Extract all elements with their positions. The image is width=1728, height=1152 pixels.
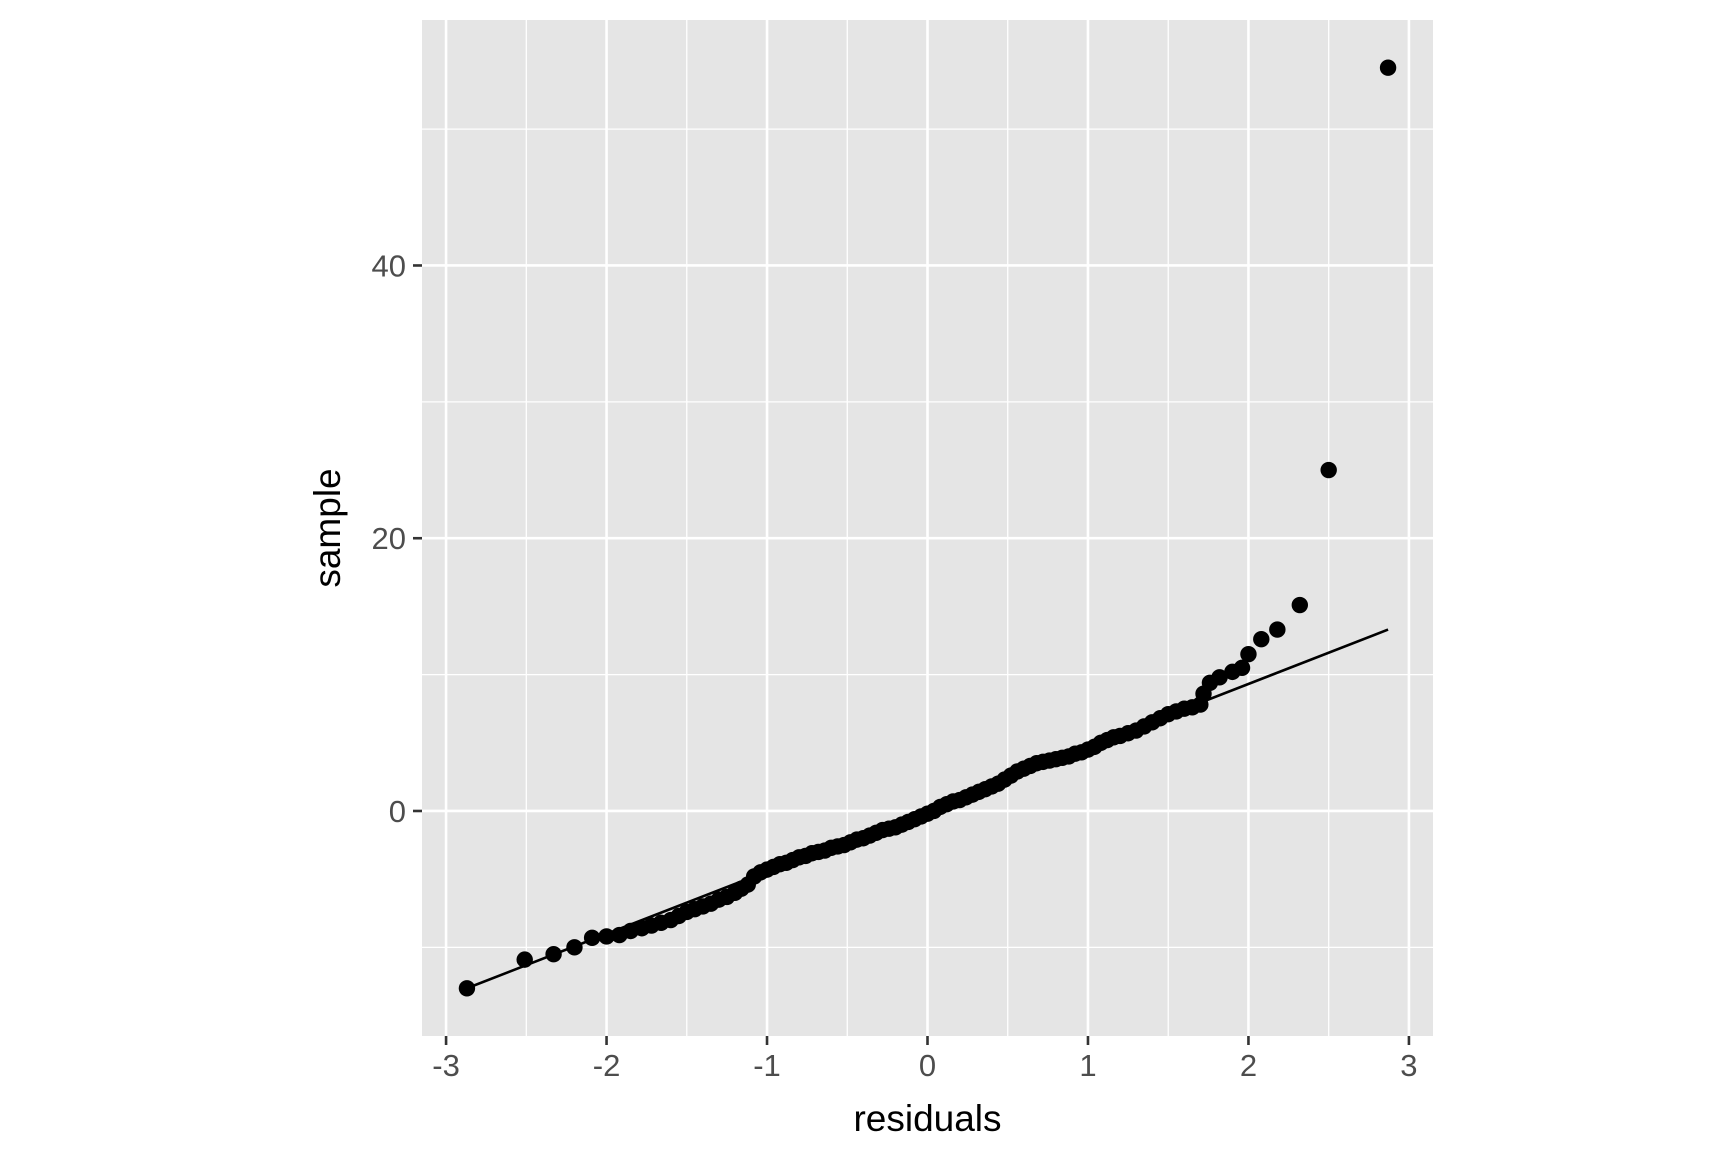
data-point <box>583 929 601 947</box>
x-tick-label: -2 <box>593 1048 621 1083</box>
data-points <box>458 59 1397 997</box>
y-axis-title: sample <box>307 468 348 587</box>
y-axis: 0 20 40 <box>372 248 422 829</box>
data-point <box>566 939 583 956</box>
data-point <box>1320 461 1337 479</box>
data-point <box>1291 596 1309 614</box>
x-tick-label: 2 <box>1240 1048 1257 1083</box>
data-point <box>516 951 533 968</box>
x-tick-label: 3 <box>1400 1048 1417 1083</box>
data-point <box>598 928 615 945</box>
data-point <box>1240 645 1257 663</box>
y-tick-label: 0 <box>389 794 406 829</box>
x-tick-label: -3 <box>432 1048 460 1083</box>
x-tick-label: 1 <box>1079 1048 1096 1083</box>
data-point <box>458 980 476 997</box>
data-point <box>1233 659 1251 676</box>
data-point <box>1253 630 1270 648</box>
y-tick-label: 20 <box>372 521 406 556</box>
data-point <box>1379 59 1397 76</box>
x-axis-title: residuals <box>853 1098 1001 1139</box>
data-point <box>545 945 562 963</box>
y-tick-label: 40 <box>372 248 406 283</box>
data-point <box>1269 621 1286 638</box>
x-tick-label: 0 <box>919 1048 936 1083</box>
data-point <box>1211 669 1228 686</box>
x-tick-label: -1 <box>753 1048 781 1083</box>
major-gridlines <box>422 20 1433 1036</box>
x-axis: -3 -2 -1 0 1 2 3 <box>432 1036 1418 1083</box>
